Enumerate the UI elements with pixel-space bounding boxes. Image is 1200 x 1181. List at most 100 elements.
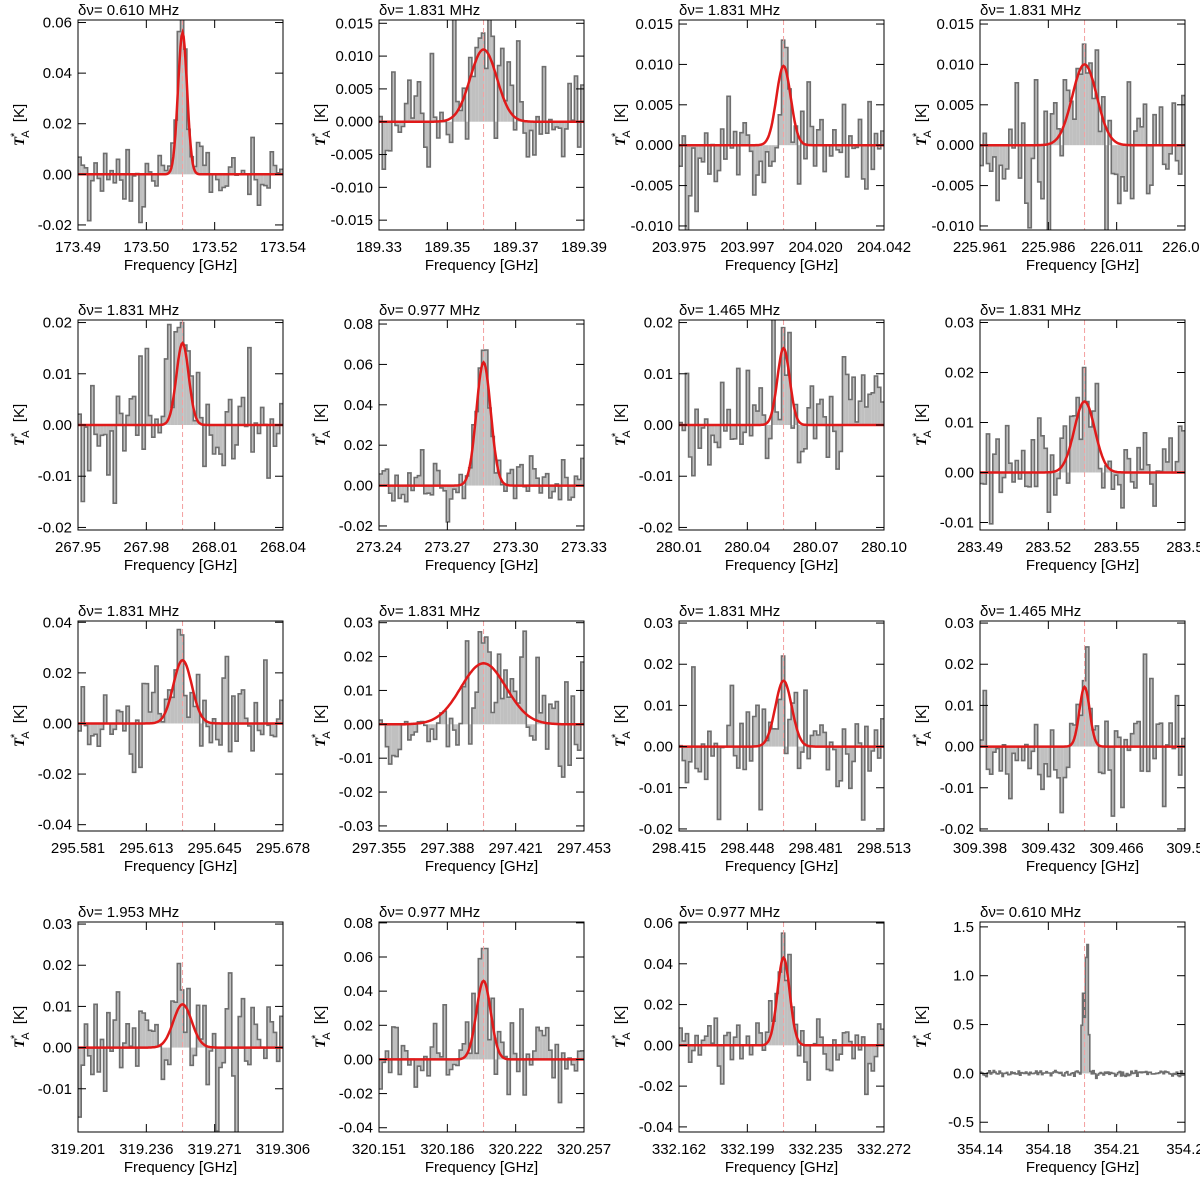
spectrum-bin [190,1047,194,1066]
axes-frame [678,19,885,231]
y-tick-label: 0.01 [945,697,974,714]
spectrum-bin [90,385,95,425]
spectrum-panel: -0.5 0.0 0.5 1.0 1.5 354.14 354.18 354.21 354.2 F… [911,904,1200,1176]
spectrum-bin [241,170,245,175]
spectrum-bin [727,1032,731,1046]
spectrum-bin [1108,461,1112,473]
spectrum-panel: -0.02 -0.01 0.00 0.01 0.02 280.01 280.04 280.07… [610,302,907,574]
spectrum-bin [494,702,498,725]
spectrum-bin [535,1027,540,1060]
plot-area [78,20,283,230]
spectrum-bin [273,425,277,447]
spectrum-bin [1060,438,1064,473]
gaussian-fit-line [679,679,884,748]
spectrum-bin [1098,746,1102,773]
x-tick-label: 280.04 [724,539,770,556]
spectrum-bin [691,145,696,149]
spectrum-bin [138,723,143,768]
y-axis-title: T*A [K] [610,1006,633,1048]
gaussian-fit-line [78,658,283,725]
y-tick-label: 0.06 [43,15,72,32]
y-tick-label: 0.005 [635,97,673,114]
spectrum-bin [174,1002,178,1048]
spectrum-bin [759,746,763,810]
spectrum-bin [555,121,559,128]
spectrum-bin [1053,746,1057,770]
spectrum-bin [768,425,772,439]
spectrum-bin [561,724,565,778]
spectrum-bin [739,132,744,146]
spectrum-bin [1076,68,1080,146]
spectrum-bin [497,654,501,725]
x-axis-title: Frequency [GHz] [124,557,237,574]
spectrum-bin [382,1059,386,1063]
spectrum-bin [1031,746,1035,752]
spectrum-bin [500,1042,504,1060]
spectrum-bin [122,174,127,199]
spectrum-bin [1028,145,1032,228]
y-tick-label: 0.03 [344,615,373,632]
resolution-label: δν= 1.831 MHz [980,2,1081,19]
spectrum-bin [1044,746,1048,764]
spectrum-bin [186,717,191,724]
spectrum-bin [1063,746,1067,778]
x-tick-label: 204.020 [789,239,843,256]
spectrum-bin [494,1059,498,1075]
x-tick-label: 354.2 [1166,1141,1200,1158]
spectrum-bin [1114,472,1118,476]
spectrum-bin [749,145,753,152]
spectrum-bin [823,145,827,172]
spectrum-bin [707,145,712,175]
spectrum-bin [193,420,197,425]
spectrum-bin [691,666,696,747]
plot-area [379,922,584,1132]
x-tick-label: 280.07 [793,539,839,556]
spectrum-bin [835,746,840,787]
spectrum-bin [551,121,556,130]
y-tick-label: 0.005 [335,81,373,98]
spectrum-bin [1133,723,1137,747]
x-tick-label: 226.03 [1162,239,1200,256]
spectrum-bin [1028,746,1032,769]
y-tick-label: -0.04 [339,1120,373,1137]
spectrum-bin [420,449,424,486]
spectrum-bin [446,485,450,522]
spectrum-bin [1044,111,1048,146]
spectrum-bin [81,1047,85,1066]
spectrum-bin [743,746,747,770]
x-axis-title: Frequency [GHz] [1026,557,1139,574]
spectrum-bin [382,121,386,170]
x-tick-label: 354.18 [1025,1141,1071,1158]
spectrum-bin [1127,458,1131,473]
spectrum-outline [379,630,584,778]
spectrum-bin [465,640,469,725]
spectrum-bin [151,1031,155,1048]
y-tick-label: -0.04 [38,817,72,834]
x-axis-title: Frequency [GHz] [425,1159,538,1176]
x-tick-label: 173.54 [260,239,306,256]
y-tick-label: 0.02 [43,957,72,974]
spectrum-bin [864,726,868,747]
spectrum-bin [1162,145,1166,165]
y-tick-label: 0.03 [43,916,72,933]
spectrum-bin [164,358,168,425]
spectrum-bin [730,425,734,440]
spectrum-bin [78,157,82,175]
spectrum-bin [398,485,402,499]
spectrum-bin [1152,472,1157,507]
spectrum-bin [257,723,261,731]
spectrum-bin [1040,435,1045,473]
spectrum-bin [851,377,856,425]
spectrum-bin [209,1047,213,1051]
spectrum-bin [813,425,817,439]
x-axis-title: Frequency [GHz] [124,257,237,274]
spectrum-bin [523,631,527,725]
gaussian-fit-line [379,360,584,487]
spectrum-panel: -0.010 -0.005 0.000 0.005 0.010 0.015 203.975 2… [610,2,911,274]
y-tick-label: 0.00 [43,166,72,183]
spectrum-bin [209,174,213,193]
spectrum-bin [1104,465,1109,473]
spectrum-panel: -0.01 0.00 0.01 0.02 0.03 283.49 283.52 283.55 2… [911,302,1200,574]
spectrum-bin [97,425,101,447]
spectrum-bin [1162,746,1166,807]
